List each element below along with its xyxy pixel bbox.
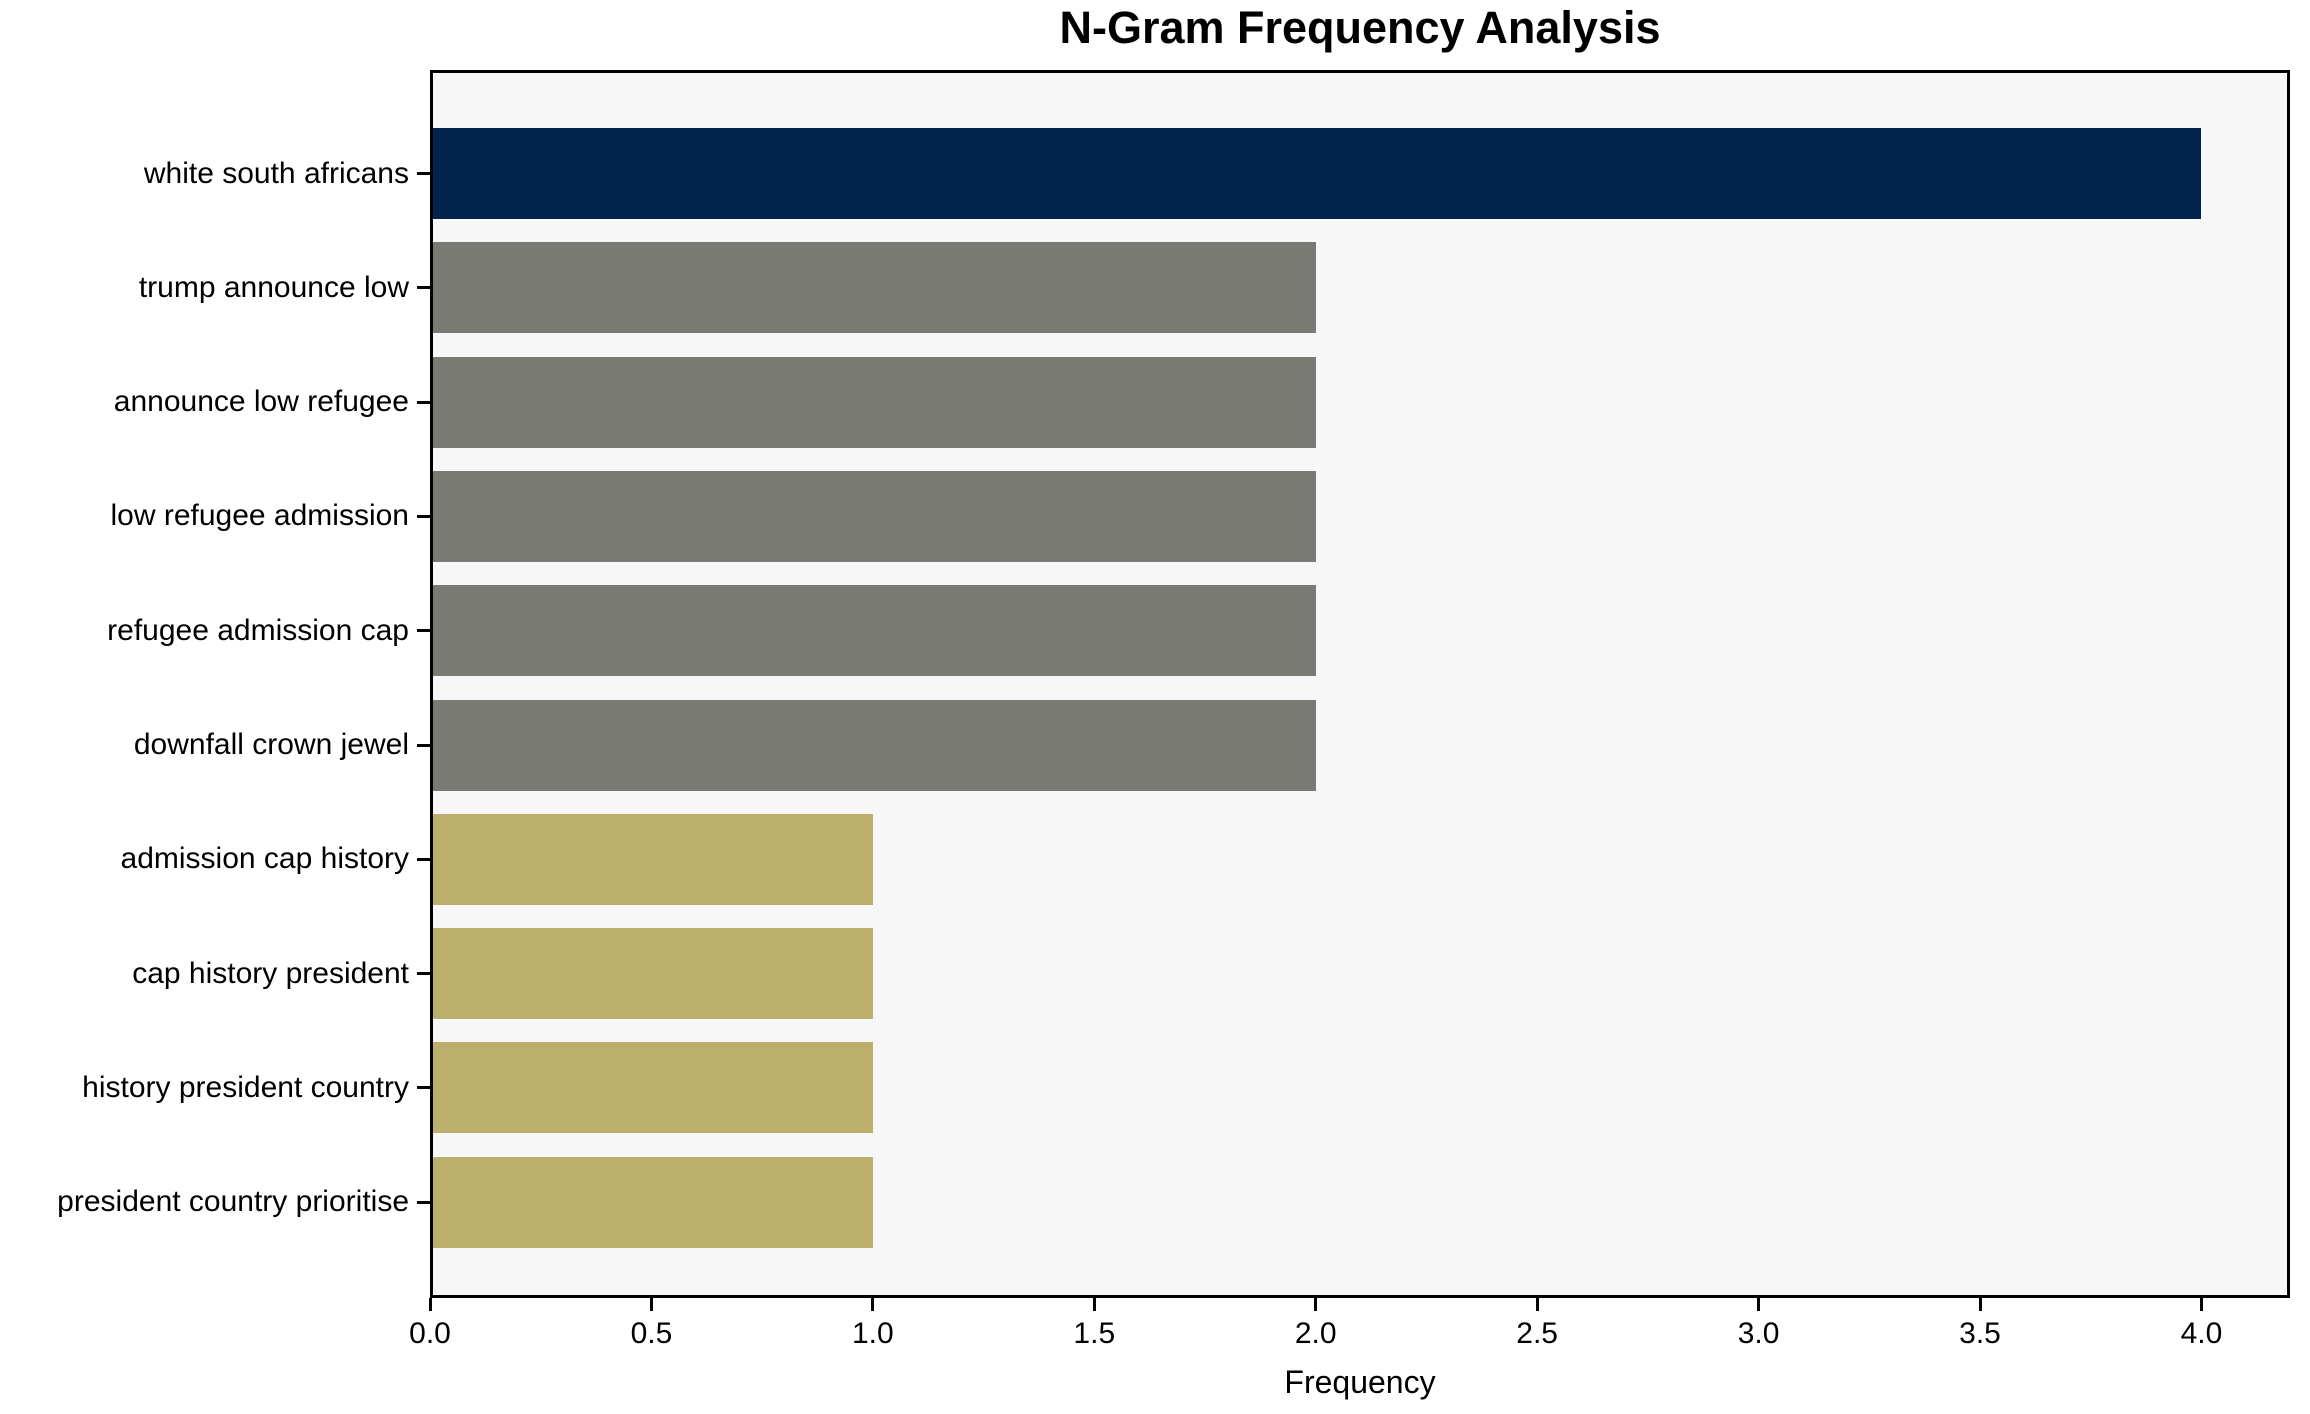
category-label: trump announce low (138, 270, 409, 304)
chart-title: N-Gram Frequency Analysis (1059, 2, 1661, 53)
x-tick (1314, 1298, 1318, 1311)
x-axis-label: Frequency (1284, 1364, 1436, 1400)
x-tick-label: 2.5 (1516, 1317, 1558, 1350)
category-label: admission cap history (120, 842, 409, 876)
x-tick-label: 4.0 (2180, 1317, 2223, 1350)
x-tick-label: 1.5 (1073, 1317, 1116, 1350)
bar (430, 585, 1316, 677)
y-tick (417, 857, 430, 861)
category-label: low refugee admission (110, 499, 410, 533)
y-tick (417, 629, 430, 633)
bar (430, 356, 1316, 448)
y-tick (417, 286, 430, 290)
bar (430, 699, 1316, 791)
bar (430, 1156, 873, 1248)
x-tick-label: 2.0 (1294, 1317, 1337, 1350)
x-tick (1092, 1298, 1096, 1311)
category-label: downfall crown jewel (133, 728, 409, 761)
category-label: refugee admission cap (107, 613, 409, 647)
y-tick (417, 400, 430, 404)
x-tick (2199, 1298, 2203, 1311)
bar (430, 242, 1316, 334)
y-tick (417, 972, 430, 976)
category-label: announce low refugee (113, 385, 409, 419)
x-tick (1757, 1298, 1761, 1311)
x-tick-label: 0.5 (630, 1317, 673, 1350)
category-label: cap history president (132, 956, 409, 990)
bar (430, 813, 873, 905)
y-tick (417, 1086, 430, 1090)
y-tick (417, 172, 430, 175)
x-tick-label: 0.0 (409, 1317, 451, 1350)
category-label: history president country (82, 1070, 409, 1104)
y-tick (417, 1200, 430, 1204)
x-tick (428, 1298, 432, 1311)
x-tick-label: 1.0 (851, 1317, 894, 1350)
x-tick-label: 3.5 (1959, 1317, 2001, 1350)
x-tick (871, 1298, 875, 1311)
bar (430, 928, 873, 1020)
bar (430, 470, 1316, 562)
x-tick-label: 3.0 (1737, 1317, 1780, 1350)
category-label: president country prioritise (57, 1185, 409, 1219)
x-tick (649, 1298, 653, 1311)
bar (430, 128, 2202, 219)
y-tick (417, 743, 430, 747)
bar (430, 1042, 873, 1134)
y-tick (417, 514, 430, 518)
x-tick (1535, 1298, 1539, 1311)
category-label: white south africans (143, 156, 409, 190)
x-tick (1978, 1298, 1982, 1311)
